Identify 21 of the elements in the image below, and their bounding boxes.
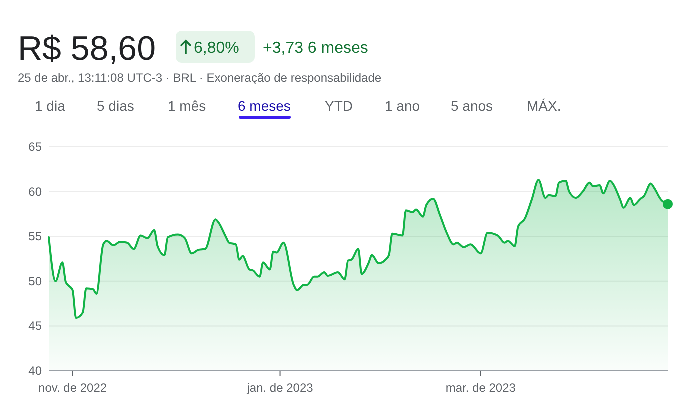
text: 5 dias — [97, 98, 134, 114]
y-tick-label: 45 — [28, 319, 42, 334]
chart-title: R$ 58,60 — [18, 30, 156, 68]
x-tick-label: mar. de 2023 — [446, 381, 516, 395]
text: 1 mês — [168, 98, 206, 114]
y-tick-label: 65 — [28, 140, 42, 154]
chart-subtitle: 25 de abr., 13:11:08 UTC-3 · BRL · Exoneração de responsabilidade — [18, 71, 382, 85]
x-tick-label: jan. de 2023 — [246, 381, 314, 395]
text: +3,73 6 meses — [263, 40, 368, 57]
text: YTD — [325, 98, 353, 114]
y-tick-label: 50 — [28, 274, 42, 288]
text: 6,80% — [194, 40, 240, 57]
text: 5 anos — [451, 98, 494, 114]
text: 1 dia — [35, 98, 66, 114]
text: MÁX. — [527, 98, 562, 114]
text: 1 ano — [385, 98, 420, 114]
text: 6 meses — [238, 98, 291, 114]
x-tick-label: nov. de 2022 — [38, 381, 108, 395]
y-tick-label: 60 — [28, 184, 42, 199]
y-tick-label: 40 — [28, 364, 42, 378]
y-tick-label: 55 — [28, 230, 42, 244]
